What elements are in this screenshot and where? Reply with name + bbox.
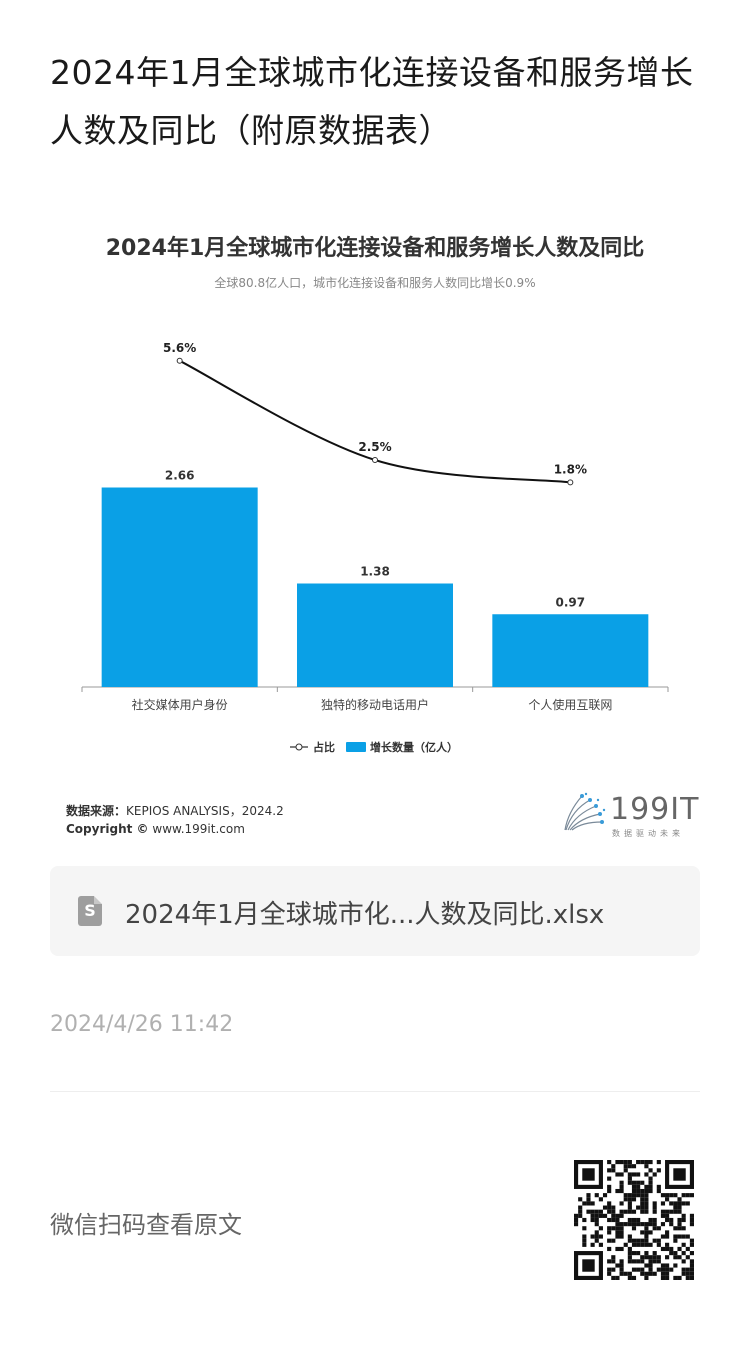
ratio-value-label: 5.6% (163, 341, 196, 355)
bar-1 (101, 487, 258, 687)
attachment-file-name[interactable]: 2024年1月全球城市化...人数及同比.xlsx (125, 900, 605, 930)
brand-tagline: 数据驱动未来 (612, 829, 684, 838)
combo-chart: 2.66 社交媒体用户身份 1.38 独特的移动电话用户 0.97 个人使用互联网 5.6%… (81, 341, 669, 754)
bar-3 (492, 614, 649, 687)
legend-bar-swatch (346, 742, 366, 752)
attachment-card[interactable]: S 2024年1月全球城市化...人数及同比.xlsx (50, 866, 700, 956)
spreadsheet-file-icon: S (78, 896, 102, 926)
copyright-label: Copyright © (66, 822, 149, 836)
divider (50, 1091, 700, 1092)
qr-code-icon[interactable] (574, 1160, 694, 1280)
chart-title: 2024年1月全球城市化连接设备和服务增长人数及同比 (105, 236, 645, 261)
ratio-value-label: 2.5% (358, 440, 391, 454)
bar-value-label: 2.66 (165, 469, 195, 483)
chart-subtitle: 全球80.8亿人口，城市化连接设备和服务人数同比增长0.9% (214, 276, 536, 290)
x-tick-label: 独特的移动电话用户 (321, 697, 429, 712)
ratio-point-3 (567, 479, 574, 486)
x-tick-label: 个人使用互联网 (528, 697, 612, 712)
source-text: KEPIOS ANALYSIS，2024.2 (126, 804, 284, 818)
ratio-value-label: 1.8% (554, 462, 587, 476)
source-line: 数据来源：KEPIOS ANALYSIS，2024.2 (66, 802, 284, 819)
copyright-text: www.199it.com (152, 822, 245, 836)
x-tick-label: 社交媒体用户身份 (132, 697, 228, 712)
legend-label-ratio: 占比 (313, 740, 335, 754)
ratio-point-2 (372, 457, 378, 463)
wechat-scan-prompt: 微信扫码查看原文 (50, 1211, 242, 1239)
copyright-line: Copyright © www.199it.com (66, 822, 245, 836)
chart-card: 2024年1月全球城市化连接设备和服务增长人数及同比 全球80.8亿人口，城市化… (50, 210, 700, 850)
dandelion-logo-icon (564, 792, 606, 831)
ratio-point-1 (176, 357, 183, 364)
brand-logo: 199IT 数据驱动未来 (560, 790, 700, 840)
legend-line-marker (295, 743, 303, 751)
publish-timestamp: 2024/4/26 11:42 (50, 1012, 234, 1037)
source-label: 数据来源： (66, 804, 127, 818)
page-title: 2024年1月全球城市化连接设备和服务增长人数及同比（附原数据表） (50, 53, 694, 150)
bar-2 (297, 583, 453, 687)
bar-value-label: 0.97 (556, 595, 586, 609)
ratio-line (179, 359, 571, 484)
legend-label-count: 增长数量（亿人） (370, 740, 458, 754)
bar-value-label: 1.38 (360, 565, 390, 579)
brand-name: 199IT (610, 792, 700, 827)
